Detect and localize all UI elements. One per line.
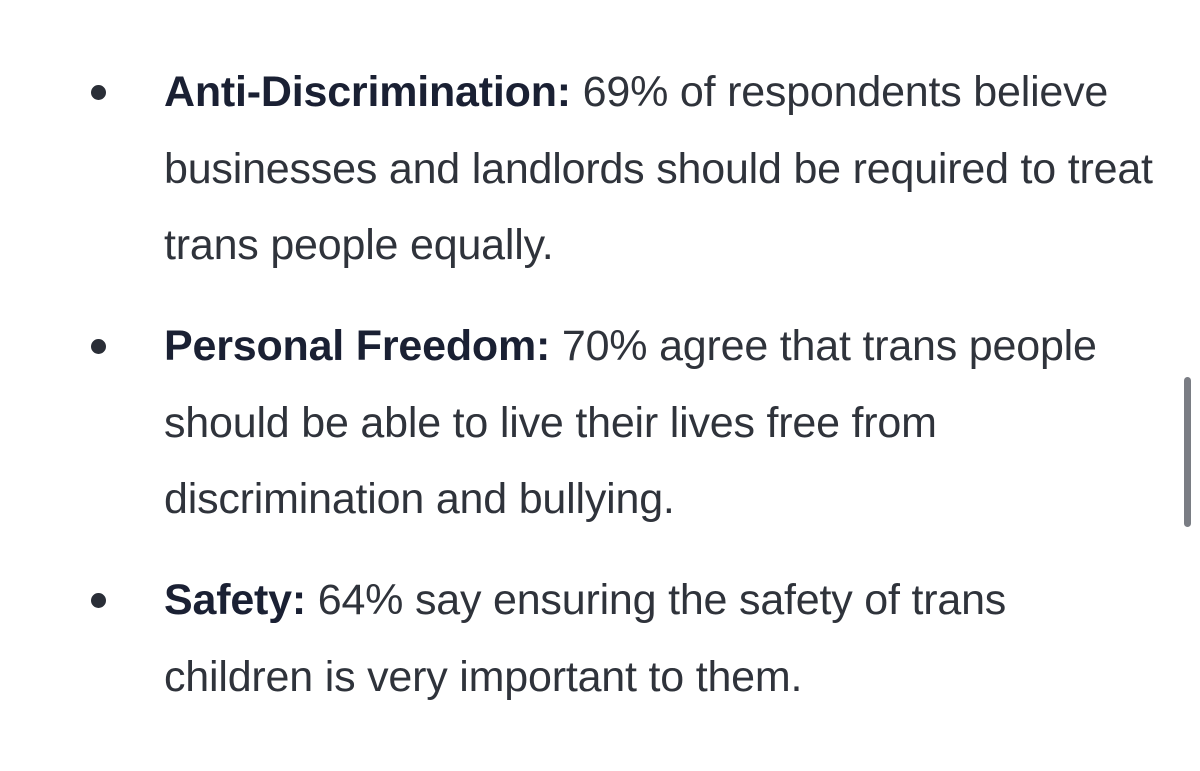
bullet-icon — [91, 593, 106, 608]
bullet-icon — [91, 339, 106, 354]
list-item-text: Safety: 64% say ensuring the safety of t… — [164, 562, 1154, 715]
list-item-body: 69% of respondents believe businesses an… — [164, 68, 1153, 269]
list-item-body: 70% agree that trans people should be ab… — [164, 322, 1097, 523]
list-item-text: Anti-Discrimination: 69% of respondents … — [164, 54, 1154, 284]
list-item-heading: Personal Freedom: — [164, 322, 551, 370]
bullet-icon — [91, 85, 106, 100]
list-item-heading: Safety: — [164, 576, 306, 624]
list-item-text: Personal Freedom: 70% agree that trans p… — [164, 308, 1154, 538]
scrollbar-thumb[interactable] — [1184, 377, 1191, 527]
list-item-body: 64% say ensuring the safety of trans chi… — [164, 576, 1007, 701]
list-item-heading: Anti-Discrimination: — [164, 68, 571, 116]
